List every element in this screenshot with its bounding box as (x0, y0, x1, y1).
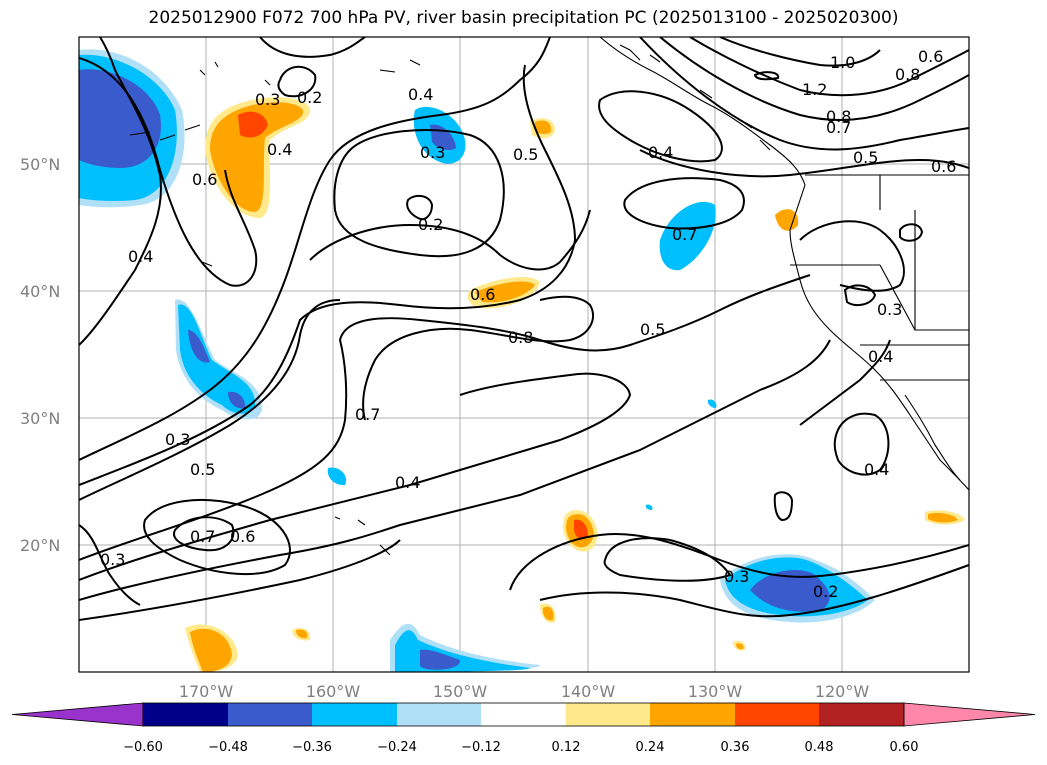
contour-label: 1.0 (830, 53, 855, 72)
contour-label: 0.4 (408, 85, 433, 104)
colorbar-tick-label: 0.12 (552, 740, 581, 755)
map-frame (78, 36, 970, 673)
contour-label: 0.7 (672, 225, 697, 244)
contour-label: 0.6 (931, 157, 956, 176)
colorbar (11, 702, 1036, 727)
colorbar-tick-label: 0.24 (636, 740, 665, 755)
contour-label: 0.6 (230, 527, 255, 546)
pv-contours (79, 37, 969, 621)
contour-label: 0.7 (190, 527, 215, 546)
contour-label: 0.4 (648, 143, 673, 162)
latitude-labels: 20°N 30°N 40°N 50°N (20, 155, 60, 555)
colorbar-extension-high (903, 702, 1036, 727)
contour-label: 0.3 (255, 90, 280, 109)
contour-label: 0.5 (190, 460, 215, 479)
contour-label: 0.3 (877, 300, 902, 319)
colorbar-extension-low (11, 702, 144, 727)
contour-label: 0.4 (864, 460, 889, 479)
colorbar-tick-label: 0.48 (805, 740, 834, 755)
colorbar-segment (143, 703, 228, 726)
lon-label-150w: 150°W (433, 682, 488, 701)
contour-label: 0.8 (508, 328, 533, 347)
colorbar-outline (142, 702, 905, 727)
contour-label: 0.4 (868, 347, 893, 366)
lon-label-130w: 130°W (688, 682, 743, 701)
lat-label-30n: 30°N (20, 409, 60, 428)
colorbar-segment (312, 703, 397, 726)
contour-label: 0.7 (355, 405, 380, 424)
colorbar-tick-label: 0.60 (890, 740, 919, 755)
colorbar-segment (650, 703, 735, 726)
contour-label: 0.6 (918, 47, 943, 66)
contour-label: 1.2 (802, 80, 827, 99)
lon-label-140w: 140°W (561, 682, 616, 701)
lat-label-20n: 20°N (20, 536, 60, 555)
contour-label: 0.5 (853, 148, 878, 167)
contour-label: 0.5 (513, 145, 538, 164)
colorbar-segment (819, 703, 904, 726)
colorbar-tick-label: −0.60 (123, 740, 163, 755)
colorbar-tick-label: −0.12 (461, 740, 501, 755)
precip-shading (79, 49, 965, 672)
colorbar-tick-label: −0.36 (292, 740, 332, 755)
contour-label: 0.5 (640, 320, 665, 339)
contour-label: 0.7 (826, 118, 851, 137)
lon-label-160w: 160°W (306, 682, 361, 701)
colorbar-tick-label: 0.36 (721, 740, 750, 755)
lon-label-120w: 120°W (815, 682, 870, 701)
colorbar-segment (566, 703, 650, 726)
contour-label: 0.4 (267, 140, 292, 159)
map-plot-area: 0.3 0.2 0.4 0.6 0.4 0.4 0.3 0.2 0.5 0.4 … (79, 37, 969, 672)
colorbar-segment (735, 703, 819, 726)
contour-label: 0.4 (395, 473, 420, 492)
colorbar-tick-label: −0.24 (377, 740, 417, 755)
lat-label-50n: 50°N (20, 155, 60, 174)
contour-label: 0.2 (297, 88, 322, 107)
colorbar-segment (228, 703, 312, 726)
contour-label: 0.8 (826, 107, 851, 126)
map-title: 2025012900 F072 700 hPa PV, river basin … (148, 8, 899, 28)
colorbar-segment (481, 703, 566, 726)
colorbar-segment (397, 703, 481, 726)
contour-label: 0.8 (895, 65, 920, 84)
contour-label: 0.3 (100, 550, 125, 569)
colorbar-tick-label: −0.48 (208, 740, 248, 755)
contour-label: 0.4 (128, 247, 153, 266)
contour-label: 0.2 (418, 215, 443, 234)
contour-label: 0.2 (813, 582, 838, 601)
contour-labels: 0.3 0.2 0.4 0.6 0.4 0.4 0.3 0.2 0.5 0.4 … (100, 47, 956, 601)
lon-label-170w: 170°W (179, 682, 234, 701)
contour-label: 0.3 (724, 567, 749, 586)
longitude-labels: 170°W 160°W 150°W 140°W 130°W 120°W (179, 682, 870, 701)
contour-label: 0.3 (420, 143, 445, 162)
contour-label: 0.3 (165, 430, 190, 449)
lat-label-40n: 40°N (20, 282, 60, 301)
contour-label: 0.6 (470, 285, 495, 304)
colorbar-tick-labels: −0.60 −0.48 −0.36 −0.24 −0.12 0.12 0.24 … (123, 740, 918, 755)
contour-label: 0.6 (192, 170, 217, 189)
coastlines (129, 37, 969, 556)
